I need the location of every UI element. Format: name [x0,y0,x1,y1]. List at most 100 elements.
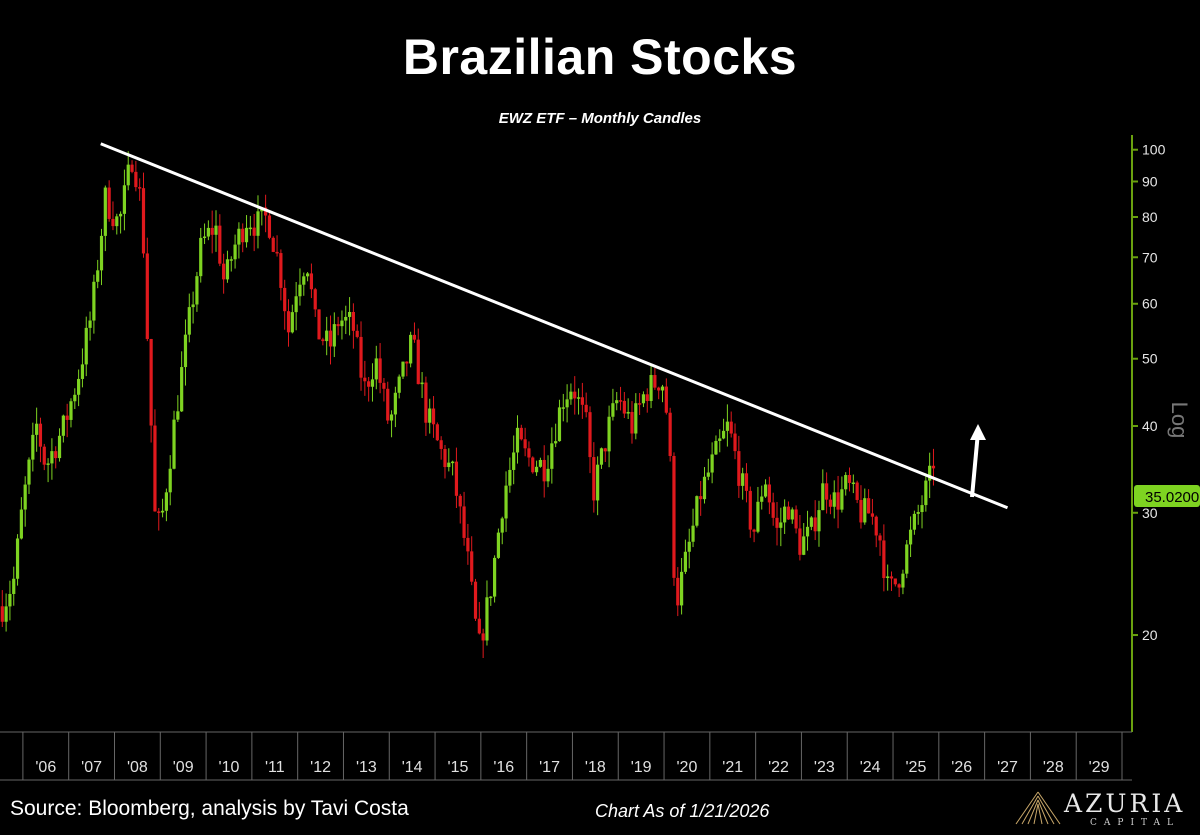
candle-body [386,388,390,421]
candle-body [844,475,848,490]
candle-body [80,364,85,379]
candle-body [660,386,665,391]
candle-body [61,415,65,436]
candle-body [622,400,626,414]
candle-body [424,382,428,423]
candle-body [252,227,256,236]
candle-body [893,578,897,585]
candle-body [286,311,291,333]
candle-body [573,391,577,399]
x-tick-label: '20 [677,759,698,776]
candle-body [57,435,62,459]
x-tick-label: '27 [997,759,1018,776]
candle-body [347,311,352,317]
candle-body [668,412,672,456]
candle-body [27,459,31,485]
candle-body [237,228,241,245]
candle-body [54,451,58,459]
candle-body [802,536,806,555]
azuria-mountain-icon [1015,791,1061,825]
candle-body [756,501,760,532]
candle-body [481,633,485,641]
candle-body [825,483,829,500]
candle-body [138,187,142,189]
candle-body [19,509,23,539]
candle-body [218,225,222,264]
candle-body [679,571,684,606]
candle-body [477,618,481,634]
y-tick-label: 50 [1142,351,1158,367]
candle-body [290,312,294,333]
y-tick-label: 80 [1142,209,1158,225]
candle-body [817,510,821,532]
candle-body [565,399,569,408]
candle-body [244,227,249,243]
x-tick-label: '18 [585,759,606,776]
candle-body [508,469,512,486]
candle-body [504,485,508,519]
candle-body [313,289,317,310]
candle-body [908,529,913,545]
candle-body [466,537,470,552]
candle-body [901,573,905,588]
chart-subtitle: EWZ ETF – Monthly Candles [498,110,702,127]
candle-body [592,457,596,501]
candle-body [50,451,54,464]
candle-body [634,403,638,434]
candle-body [916,512,920,514]
candle-body [832,492,836,507]
candle-body [99,235,104,271]
candle-body [111,218,115,227]
candle-body [126,164,130,186]
candle-body [710,454,714,473]
candle-body [561,407,565,409]
candle-body [618,400,623,402]
candle-body [596,464,600,501]
candle-body [431,408,436,425]
candle-body [928,465,932,481]
logo-subtitle: CAPITAL [1090,818,1180,828]
candle-body [332,324,336,347]
candle-body [882,540,886,579]
candle-body [302,276,306,285]
candle-body [737,451,741,486]
x-tick-label: '28 [1043,759,1064,776]
candle-body [46,463,50,465]
candle-body [23,484,27,510]
candle-body [149,338,153,426]
candle-body [691,525,695,542]
candle-body [786,506,791,520]
x-tick-label: '09 [173,759,194,776]
candle-body [164,492,168,511]
candle-body [271,237,275,252]
candle-body [649,375,653,401]
up-arrow-icon [970,424,986,498]
candle-body [374,358,378,380]
x-tick-label: '22 [768,759,789,776]
candle-body [638,403,642,405]
candle-body [584,404,588,413]
candle-body [748,490,752,530]
candle-body [397,376,401,393]
candle-body [657,387,661,391]
candle-body [35,423,39,435]
x-tick-label: '14 [402,759,423,776]
candle-body [870,513,875,517]
candle-body [809,517,813,527]
candle-body [96,270,100,282]
candle-body [859,499,863,523]
candle-body [672,455,676,578]
x-tick-label: '07 [81,759,102,776]
x-tick-label: '15 [448,759,469,776]
candle-body [69,401,73,420]
candle-body [229,259,233,261]
candle-body [840,489,844,510]
candle-body [771,502,775,518]
candles-layer [0,151,936,659]
x-tick-label: '21 [722,759,743,776]
candle-body [340,320,344,327]
trendline [100,142,1009,510]
candle-body [752,529,756,532]
candle-body [191,304,195,308]
candle-body [721,430,726,439]
